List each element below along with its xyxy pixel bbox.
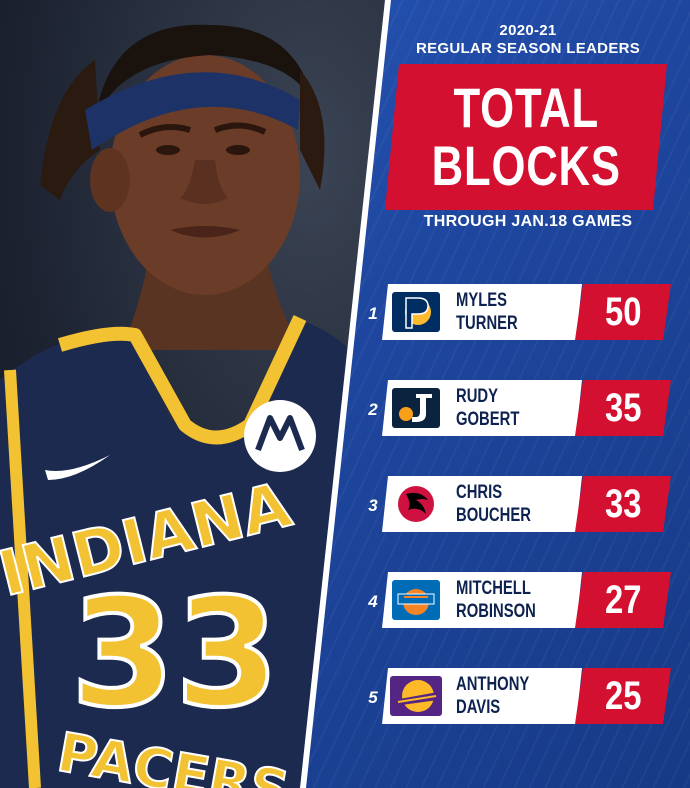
player-name: MYLES TURNER: [456, 289, 518, 335]
leader-row: 2 RUDY GOBERT 35: [360, 380, 675, 436]
title-line-1: TOTAL: [453, 76, 599, 139]
header-season: 2020-21 REGULAR SEASON LEADERS: [378, 22, 678, 58]
player-card: ANTHONY DAVIS: [382, 668, 582, 724]
blocks-value: 33: [604, 481, 642, 526]
player-last-name: BOUCHER: [456, 505, 531, 526]
lakers-logo-icon: [388, 671, 444, 721]
rank-label: 5: [368, 688, 378, 707]
blocks-value: 27: [604, 577, 642, 622]
player-name: ANTHONY DAVIS: [456, 673, 529, 719]
value-box: 33: [575, 476, 671, 532]
player-card: MYLES TURNER: [382, 284, 582, 340]
player-last-name: ROBINSON: [456, 601, 536, 622]
title-line-2: BLOCKS: [431, 134, 621, 197]
leader-row: 3 CHRIS BOUCHER 33: [360, 476, 675, 532]
player-last-name: GOBERT: [456, 409, 520, 430]
value-box: 27: [575, 572, 671, 628]
blocks-value: 35: [604, 385, 642, 430]
player-name: MITCHELL ROBINSON: [456, 577, 536, 623]
knicks-logo-icon: [388, 575, 444, 625]
player-card: CHRIS BOUCHER: [382, 476, 582, 532]
player-first-name: ANTHONY: [456, 674, 530, 695]
value-box: 50: [575, 284, 671, 340]
pacers-logo-icon: [388, 287, 444, 337]
rank-label: 3: [368, 496, 378, 515]
title-box: TOTAL BLOCKS: [385, 64, 667, 210]
blocks-value: 25: [604, 673, 642, 718]
jersey-number: 33: [71, 567, 280, 741]
blocks-value: 50: [604, 289, 642, 334]
player-first-name: MYLES: [456, 290, 508, 311]
rank-label: 1: [368, 304, 378, 323]
rank-label: 2: [368, 400, 378, 419]
player-card: MITCHELL ROBINSON: [382, 572, 582, 628]
player-last-name: TURNER: [456, 313, 518, 334]
season-label: 2020-21: [499, 22, 557, 39]
player-name: CHRIS BOUCHER: [456, 481, 531, 527]
leader-row: 1 MYLES TURNER 50: [360, 284, 675, 340]
player-name: RUDY GOBERT: [456, 385, 519, 431]
season-subtitle: REGULAR SEASON LEADERS: [415, 40, 641, 57]
jazz-logo-icon: [388, 383, 444, 433]
value-box: 25: [575, 668, 671, 724]
value-box: 35: [575, 380, 671, 436]
player-first-name: MITCHELL: [456, 578, 531, 599]
player-first-name: CHRIS: [456, 482, 503, 503]
rank-label: 4: [368, 592, 378, 611]
player-card: RUDY GOBERT: [382, 380, 582, 436]
raptors-logo-icon: [388, 479, 444, 529]
leader-row: 4 MITCHELL ROBINSON 27: [360, 572, 675, 628]
leader-row: 5 ANTHONY DAVIS 25: [360, 668, 675, 724]
player-last-name: DAVIS: [456, 697, 501, 718]
player-first-name: RUDY: [456, 386, 498, 407]
through-date: THROUGH JAN.18 GAMES: [423, 213, 633, 230]
